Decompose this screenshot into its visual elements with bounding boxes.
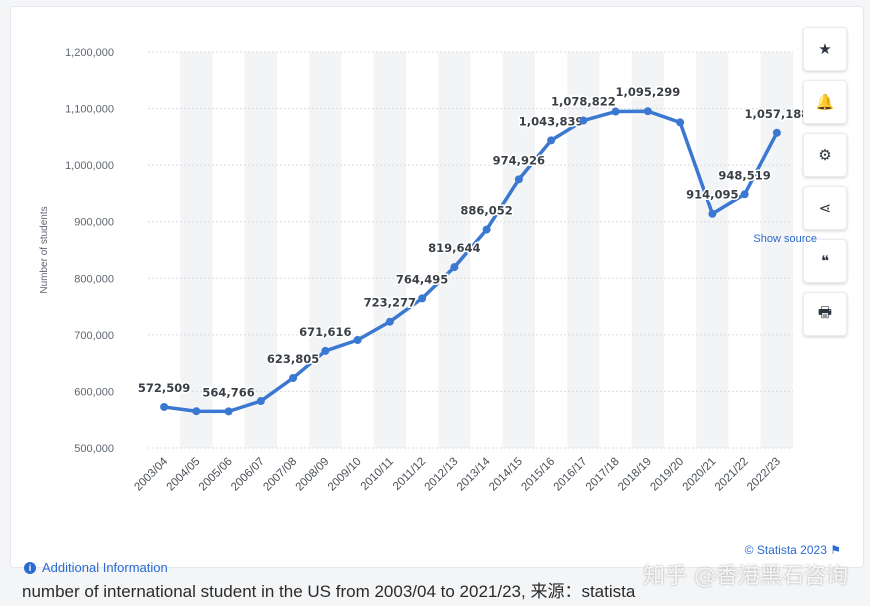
quote-icon: ❝ <box>820 252 830 270</box>
data-point <box>740 190 749 199</box>
y-tick-label: 500,000 <box>74 443 114 455</box>
column-band <box>244 52 277 448</box>
data-point <box>676 118 685 127</box>
x-tick-label: 2006/07 <box>229 456 267 494</box>
column-band <box>631 52 664 448</box>
star-button[interactable]: ★ <box>803 27 847 71</box>
x-tick-label: 2012/13 <box>423 456 461 494</box>
bell-button[interactable]: 🔔 <box>803 80 847 124</box>
print-button[interactable]: 🖶 <box>803 292 847 336</box>
data-point <box>160 402 169 411</box>
star-icon: ★ <box>818 40 832 58</box>
column-band <box>760 52 793 448</box>
statista-credit[interactable]: © Statista 2023 ⚑ <box>745 543 841 557</box>
y-tick-label: 1,000,000 <box>65 160 114 172</box>
data-point <box>385 317 394 326</box>
data-point <box>514 175 523 184</box>
data-point <box>418 294 427 303</box>
data-label: 564,766 <box>202 385 254 399</box>
data-label: 723,277 <box>364 296 416 310</box>
data-label: 1,057,188 <box>745 107 810 121</box>
x-tick-label: 2010/11 <box>359 456 396 493</box>
x-tick-label: 2022/23 <box>745 456 783 494</box>
data-label: 886,052 <box>460 204 512 218</box>
x-tick-label: 2020/21 <box>681 456 719 494</box>
data-point <box>643 107 652 116</box>
data-point <box>547 136 556 145</box>
credit-text: © Statista 2023 <box>744 543 827 557</box>
bell-icon: 🔔 <box>815 93 835 111</box>
chart-card: 500,000 600,000 700,000 800,000 900,000 1,000… <box>10 6 864 568</box>
additional-information-label: Additional Information <box>42 560 168 575</box>
show-source-link[interactable]: Show source <box>753 233 817 245</box>
data-point <box>708 209 717 218</box>
data-point <box>579 116 588 125</box>
x-tick-label: 2008/09 <box>294 456 332 494</box>
gear-button[interactable]: ⚙ <box>803 133 847 177</box>
data-point <box>224 407 233 416</box>
data-label: 819,644 <box>428 241 480 255</box>
data-label: 671,616 <box>299 325 351 339</box>
x-tick-label: 2007/08 <box>261 456 299 494</box>
series-line <box>162 109 779 414</box>
data-point <box>450 263 459 272</box>
additional-information-link[interactable]: i Additional Information <box>24 560 168 575</box>
data-point <box>289 373 298 382</box>
flag-icon: ⚑ <box>830 543 841 557</box>
data-point <box>611 107 620 116</box>
y-tick-label: 1,200,000 <box>65 47 114 59</box>
x-tick-label: 2016/17 <box>552 456 590 494</box>
column-band <box>696 52 729 448</box>
data-point <box>482 225 491 234</box>
chart-toolbar: ★ 🔔 ⚙ ⋖ ❝ 🖶 <box>803 27 847 336</box>
data-label: 1,043,839 <box>519 114 584 128</box>
data-label: 1,078,822 <box>551 95 616 109</box>
line-chart: 500,000 600,000 700,000 800,000 900,000 1,000… <box>39 47 811 494</box>
x-tick-label: 2018/19 <box>616 456 654 494</box>
data-label: 948,519 <box>718 168 770 182</box>
data-point <box>353 335 362 344</box>
info-icon: i <box>24 561 36 574</box>
x-tick-label: 2004/05 <box>165 456 203 494</box>
x-tick-label: 2003/04 <box>132 455 170 493</box>
share-icon: ⋖ <box>818 199 832 217</box>
data-point <box>192 407 201 416</box>
y-tick-label: 900,000 <box>74 217 114 229</box>
x-tick-label: 2005/06 <box>197 456 235 494</box>
data-label: 914,095 <box>686 188 738 202</box>
column-band <box>309 52 342 448</box>
data-point <box>772 128 781 137</box>
quote-button[interactable]: ❝ <box>803 239 847 283</box>
data-label: 974,926 <box>493 153 545 167</box>
data-point <box>256 397 265 406</box>
y-axis-title: Number of students <box>39 206 50 293</box>
x-tick-label: 2015/16 <box>519 456 557 494</box>
column-band <box>373 52 406 448</box>
x-tick-label: 2021/22 <box>713 456 751 494</box>
watermark: 知乎 @香港黑石咨询 <box>643 564 848 589</box>
y-tick-label: 1,100,000 <box>65 104 114 116</box>
gear-icon: ⚙ <box>818 146 832 164</box>
y-tick-label: 700,000 <box>74 330 114 342</box>
column-band <box>502 52 535 448</box>
data-label: 623,805 <box>267 352 319 366</box>
column-band <box>567 52 600 448</box>
x-tick-label: 2013/14 <box>455 455 493 493</box>
y-tick-label: 800,000 <box>74 273 114 285</box>
x-tick-label: 2019/20 <box>648 456 686 494</box>
y-tick-label: 600,000 <box>74 386 114 398</box>
x-tick-label: 2011/12 <box>391 456 428 493</box>
column-band <box>180 52 213 448</box>
x-tick-label: 2014/15 <box>487 456 525 494</box>
column-band <box>438 52 471 448</box>
figure-caption: number of international student in the U… <box>22 582 636 601</box>
x-tick-label: 2017/18 <box>584 456 622 494</box>
data-label: 1,095,299 <box>616 85 681 99</box>
print-icon: 🖶 <box>817 302 833 321</box>
data-label: 764,495 <box>396 272 448 286</box>
data-point <box>321 346 330 355</box>
x-tick-label: 2009/10 <box>326 456 364 494</box>
share-button[interactable]: ⋖ <box>803 186 847 230</box>
data-label: 572,509 <box>138 381 190 395</box>
